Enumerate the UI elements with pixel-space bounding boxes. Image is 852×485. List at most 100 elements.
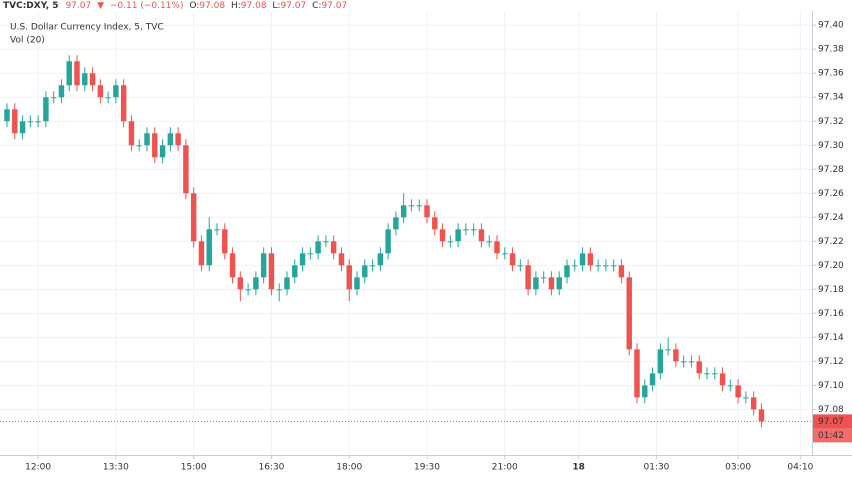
countdown-label: 01:42 <box>818 431 844 441</box>
candle-body <box>432 217 438 230</box>
candle-body <box>113 85 119 98</box>
candle-body <box>533 277 539 290</box>
y-tick-label: 97.12 <box>818 357 844 367</box>
candle-body <box>455 229 461 242</box>
candle-body <box>587 253 594 266</box>
header: TVC:DXY, 5 97.07 ▼ −0.11 (−0.11%) O:97.0… <box>3 1 347 11</box>
high: 97.08 <box>241 1 267 11</box>
candle-body <box>276 289 282 291</box>
candle-body <box>206 229 212 266</box>
x-tick-label: 15:00 <box>181 463 207 473</box>
candle-body <box>626 277 632 350</box>
candle-body <box>517 265 524 267</box>
candle-body <box>369 265 376 267</box>
candle-body <box>618 265 625 278</box>
candle-body <box>74 61 80 86</box>
candle-body <box>649 373 656 386</box>
candle-body <box>354 277 360 290</box>
candle-body <box>486 241 492 243</box>
low-label: L: <box>272 1 280 11</box>
candle-body <box>105 97 111 99</box>
candle-body <box>447 241 454 243</box>
candle-body <box>688 361 695 363</box>
candle-body <box>478 229 485 242</box>
last-price-tag <box>813 414 852 429</box>
candle-body <box>556 277 562 290</box>
y-tick-label: 97.20 <box>818 261 844 271</box>
candle-body <box>19 121 26 134</box>
candle-body <box>66 61 72 86</box>
candle-body <box>43 97 49 122</box>
x-tick-label: 03:00 <box>725 463 751 473</box>
candle-body <box>758 409 765 422</box>
candle-body <box>595 265 601 267</box>
y-tick-label: 97.38 <box>818 45 844 55</box>
candle-body <box>89 73 96 86</box>
last-price-label: 97.07 <box>818 417 844 427</box>
y-tick-label: 97.30 <box>818 141 844 151</box>
candle-body <box>743 397 749 399</box>
y-tick-label: 97.28 <box>818 165 844 175</box>
candle-body <box>719 373 726 386</box>
x-tick-label: 13:30 <box>103 463 129 473</box>
close: 97.07 <box>321 1 347 11</box>
y-tick-label: 97.18 <box>818 285 844 295</box>
candle-body <box>579 253 586 266</box>
candle-body <box>393 217 399 230</box>
candle-body <box>346 265 352 290</box>
candle-body <box>680 361 687 363</box>
y-tick-label: 97.10 <box>818 381 844 391</box>
axes: 97.08 97.10 97.12 97.14 97.16 97.18 97.20 97.22… <box>0 21 852 473</box>
candle-body <box>416 205 422 207</box>
chart-title: U.S. Dollar Currency Index, 5, TVC <box>10 23 164 33</box>
candle-body <box>183 145 189 194</box>
candle-body <box>50 97 57 99</box>
candle-body <box>525 265 531 290</box>
candle-body <box>572 265 578 267</box>
candle-body <box>463 229 469 231</box>
high-label: H: <box>231 1 241 11</box>
candle-body <box>35 121 41 123</box>
candle-body <box>315 241 321 254</box>
candle-body <box>299 253 306 266</box>
candle-body <box>642 385 648 398</box>
candle-body <box>424 205 430 218</box>
candle-body <box>268 253 275 290</box>
candle-body <box>175 133 181 146</box>
y-tick-label: 97.24 <box>818 213 844 223</box>
candle-body <box>377 253 384 266</box>
candle-body <box>657 349 664 374</box>
candle-body <box>284 277 290 290</box>
countdown-tag <box>813 428 852 443</box>
x-tick-label: 16:30 <box>258 463 284 473</box>
y-tick-label: 97.22 <box>818 237 844 247</box>
header-bg <box>0 0 852 11</box>
candle-body <box>727 385 734 387</box>
candle-body <box>603 265 609 267</box>
candle-body <box>548 277 555 290</box>
candle-body <box>4 109 10 122</box>
candle-body <box>307 253 314 255</box>
candle-body <box>260 253 267 278</box>
candle-body <box>696 361 702 374</box>
close-label: C: <box>312 1 321 11</box>
candle-body <box>12 109 18 134</box>
candle-body <box>665 349 671 351</box>
open-label: O: <box>189 1 199 11</box>
candle-body <box>190 193 197 242</box>
candle-body <box>292 265 298 278</box>
candle-body <box>253 277 259 290</box>
y-tick-label: 97.40 <box>818 21 844 31</box>
candle-body <box>439 229 446 242</box>
symbol: TVC:DXY, 5 <box>3 1 59 11</box>
candle-body <box>509 253 516 266</box>
candle-body <box>159 145 166 158</box>
change: −0.11 (−0.11%) <box>110 1 184 11</box>
candle-body <box>400 205 407 218</box>
y-tick-label: 97.14 <box>818 333 844 343</box>
candle-body <box>712 373 718 375</box>
candle-body <box>540 277 547 279</box>
x-tick-label: 18 <box>572 463 585 473</box>
